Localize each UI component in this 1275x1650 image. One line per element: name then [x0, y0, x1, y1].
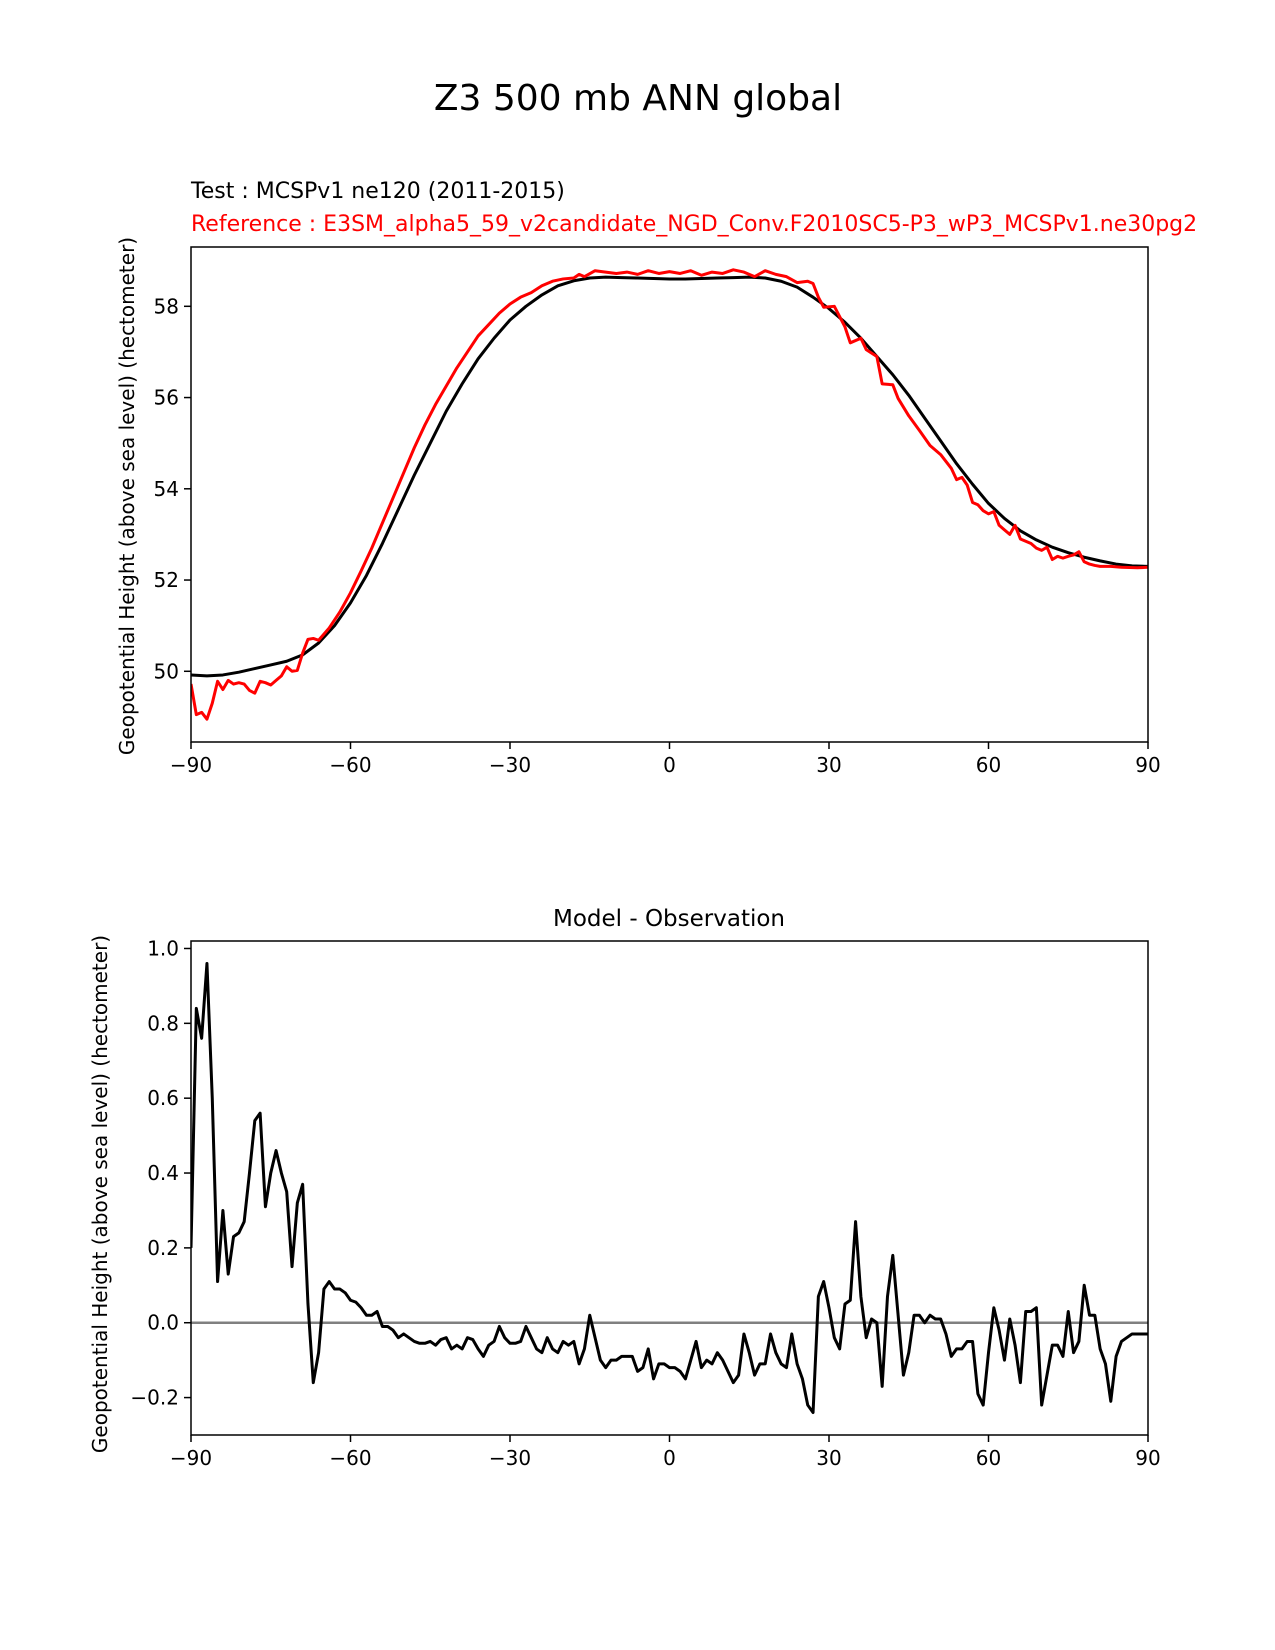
bottom-panel: Model - Observation −90 −60 −30 0 30 60 90 −0.2…	[88, 906, 1161, 1470]
top-x-tick-label: 0	[663, 753, 676, 777]
reference-label: Reference : E3SM_alpha5_59_v2candidate_N…	[191, 212, 1197, 237]
test-label: Test : MCSPv1 ne120 (2011-2015)	[190, 179, 565, 204]
bottom-y-tick-label: 0.0	[147, 1311, 179, 1335]
top-x-tick-label: 30	[816, 753, 841, 777]
top-x-tick-label: −30	[489, 753, 531, 777]
top-y-tick-label: 52	[154, 568, 179, 592]
bottom-x-tick-label: 30	[816, 1446, 841, 1470]
top-axes-frame	[190, 246, 1149, 743]
bottom-series-line-0	[191, 961, 1148, 1415]
top-x-tick-label: −90	[170, 753, 212, 777]
top-x-tick-label: −60	[329, 753, 371, 777]
bottom-y-tick-label: 0.6	[147, 1086, 179, 1110]
top-series-line-1	[191, 268, 1148, 721]
bottom-panel-title: Model - Observation	[553, 906, 785, 932]
bottom-y-tick-label: 0.4	[147, 1161, 179, 1185]
figure-title: Z3 500 mb ANN global	[434, 78, 842, 119]
bottom-y-axis-label: Geopotential Height (above sea level) (h…	[88, 935, 112, 1453]
bottom-x-tick-label: −90	[170, 1446, 212, 1470]
bottom-x-tick-label: −60	[329, 1446, 371, 1470]
top-plot-area: −90 −60 −30 0 30 60 90 50 52 54 56 58	[154, 246, 1161, 777]
top-panel: Test : MCSPv1 ne120 (2011-2015) Referenc…	[115, 179, 1197, 777]
top-y-axis-label: Geopotential Height (above sea level) (h…	[115, 237, 139, 755]
bottom-x-tick-label: 60	[976, 1446, 1001, 1470]
top-y-tick-label: 50	[154, 659, 179, 683]
bottom-y-tick-label: 1.0	[147, 936, 179, 960]
top-y-tick-label: 58	[154, 294, 179, 318]
bottom-x-tick-label: −30	[489, 1446, 531, 1470]
bottom-x-tick-label: 90	[1135, 1446, 1160, 1470]
bottom-x-tick-label: 0	[663, 1446, 676, 1470]
top-x-tick-label: 60	[976, 753, 1001, 777]
bottom-plot-area: −90 −60 −30 0 30 60 90 −0.2 0.0 0.2 0.4 0.6 0.8 1.0	[130, 936, 1160, 1470]
top-x-tick-label: 90	[1135, 753, 1160, 777]
bottom-y-tick-label: 0.2	[147, 1236, 179, 1260]
top-y-tick-label: 54	[154, 477, 179, 501]
bottom-y-tick-label: −0.2	[130, 1386, 179, 1410]
bottom-y-tick-label: 0.8	[147, 1011, 179, 1035]
top-y-tick-label: 56	[154, 386, 179, 410]
top-series-line-0	[191, 275, 1148, 678]
